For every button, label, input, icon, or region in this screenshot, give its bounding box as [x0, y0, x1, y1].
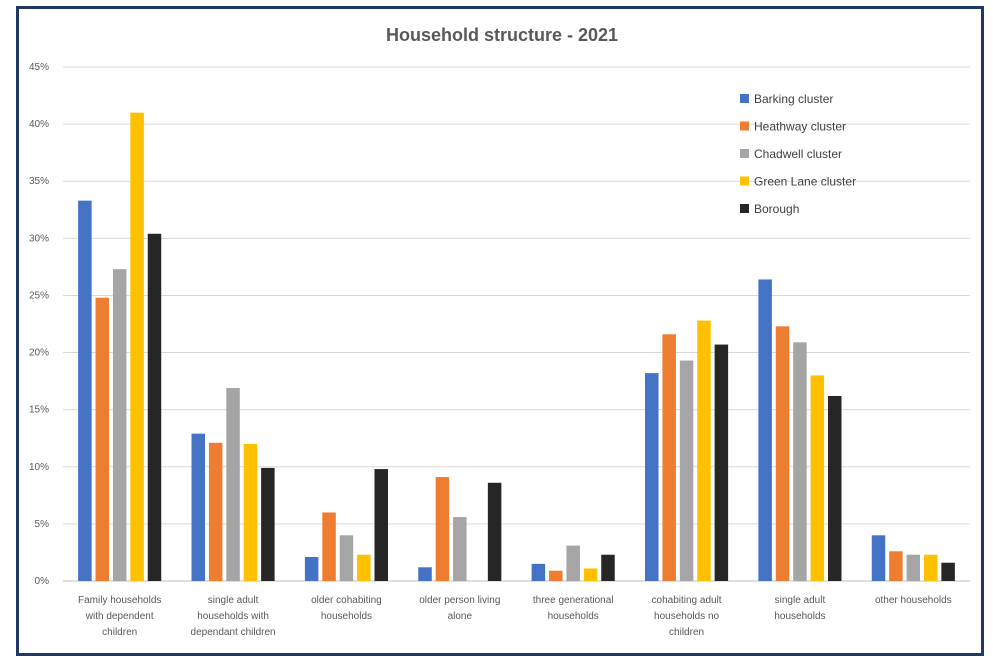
bar: [243, 443, 258, 581]
x-tick-label: single adult households: [774, 595, 825, 622]
bar: [775, 326, 790, 581]
legend-label: Green Lane cluster: [754, 175, 856, 189]
legend-label: Heathway cluster: [754, 120, 846, 134]
x-axis-ticks: Family households with dependent children s…: [78, 595, 952, 638]
bar: [130, 112, 144, 581]
x-tick-label: older cohabiting households: [311, 595, 382, 622]
legend-swatch: [740, 149, 749, 158]
y-tick-label: 5%: [35, 519, 50, 530]
y-tick-label: 25%: [29, 290, 49, 301]
legend-swatch: [740, 94, 749, 103]
y-tick-label: 35%: [29, 176, 49, 187]
legend: Barking cluster Heathway cluster Chadwell …: [740, 92, 856, 216]
bar: [697, 320, 711, 581]
chart-title: Household structure - 2021: [386, 25, 618, 45]
y-tick-label: 15%: [29, 405, 49, 416]
bar: [531, 563, 546, 581]
bar: [714, 344, 729, 581]
y-tick-label: 0%: [35, 576, 50, 587]
bar: [645, 373, 659, 581]
bar: [78, 200, 92, 581]
x-tick-label: Family households with dependent children: [78, 595, 161, 638]
bar: [487, 482, 502, 581]
legend-label: Chadwell cluster: [754, 147, 842, 161]
bar: [810, 375, 825, 581]
legend-swatch: [740, 204, 749, 213]
x-tick-label: cohabiting adult households no children: [652, 595, 722, 638]
bar: [339, 535, 354, 581]
bar: [147, 233, 162, 581]
legend-label: Borough: [754, 202, 799, 216]
legend-label: Barking cluster: [754, 92, 833, 106]
y-tick-label: 45%: [29, 62, 49, 73]
bar: [304, 557, 319, 581]
bar: [583, 568, 598, 581]
x-tick-label: three generational households: [533, 595, 614, 622]
bar: [435, 477, 450, 581]
bar: [226, 387, 240, 581]
bar: [827, 395, 842, 581]
bar: [453, 517, 467, 581]
bar: [208, 442, 223, 581]
bar: [95, 297, 110, 581]
bar: [889, 551, 903, 581]
bars: [78, 112, 955, 581]
bar: [679, 360, 694, 581]
bar: [941, 562, 955, 581]
bar: [871, 535, 886, 581]
y-tick-label: 40%: [29, 119, 49, 130]
bar: [923, 554, 938, 581]
bar: [322, 512, 336, 581]
bar: [112, 269, 127, 581]
bar: [261, 467, 275, 581]
bar: [549, 570, 563, 581]
bar: [418, 567, 432, 581]
y-axis-ticks: 0% 5% 10% 15% 20% 25% 30% 35% 40% 45%: [29, 62, 49, 587]
bar: [906, 554, 921, 581]
bar: [662, 334, 676, 581]
y-tick-label: 30%: [29, 233, 49, 244]
bar: [793, 342, 807, 581]
y-tick-label: 10%: [29, 462, 49, 473]
bar: [191, 433, 206, 581]
legend-swatch: [740, 176, 749, 186]
bar: [357, 554, 371, 581]
bar: [758, 279, 772, 581]
x-tick-label: older person living alone: [419, 595, 500, 622]
bar: [566, 545, 580, 581]
x-tick-label: other households: [875, 595, 952, 606]
bar: [601, 554, 615, 581]
x-tick-label: single adult households with dependant chi…: [191, 595, 276, 638]
legend-swatch: [740, 121, 749, 131]
bar: [374, 469, 388, 581]
y-tick-label: 20%: [29, 348, 49, 359]
